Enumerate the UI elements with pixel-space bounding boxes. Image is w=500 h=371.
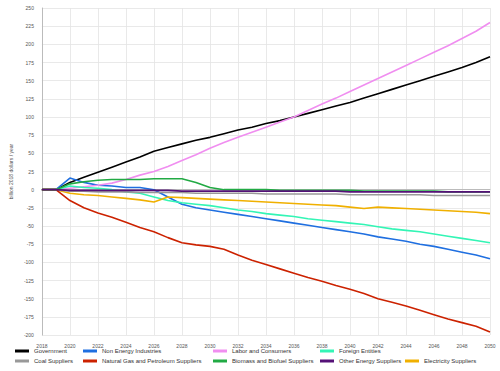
svg-text:-150: -150 [24,296,34,302]
svg-text:billion 2018 dollars / year: billion 2018 dollars / year [8,144,14,200]
svg-text:200: 200 [26,41,35,47]
svg-text:2040: 2040 [344,342,356,349]
svg-text:2030: 2030 [204,343,215,349]
svg-text:150: 150 [26,78,35,84]
svg-text:2044: 2044 [400,343,411,349]
svg-text:2038: 2038 [316,343,327,349]
svg-text:125: 125 [26,96,35,102]
svg-text:2032: 2032 [232,342,244,349]
svg-text:2018: 2018 [36,342,48,349]
svg-text:-200: -200 [24,332,34,338]
svg-text:2024: 2024 [120,342,132,349]
svg-text:-50: -50 [27,223,34,229]
svg-text:Labor and Consumers: Labor and Consumers [232,348,291,354]
svg-text:0: 0 [31,187,34,193]
svg-text:250: 250 [26,5,35,11]
svg-text:-75: -75 [27,241,34,247]
svg-text:-175: -175 [24,314,34,320]
svg-text:-25: -25 [27,205,34,211]
svg-text:Natural Gas and Petroleum Supp: Natural Gas and Petroleum Suppliers [102,358,201,364]
svg-text:2048: 2048 [456,343,467,349]
svg-text:Other Energy Suppliers: Other Energy Suppliers [339,358,401,364]
svg-text:Coal Suppliers: Coal Suppliers [34,358,73,364]
svg-text:25: 25 [28,169,34,175]
svg-text:100: 100 [26,114,35,120]
svg-text:-125: -125 [24,278,34,284]
svg-text:Foreign Entities: Foreign Entities [339,348,381,354]
svg-text:Electricity Suppliers: Electricity Suppliers [424,358,476,364]
svg-text:2020: 2020 [64,342,76,349]
svg-text:Biomass and Biofuel Suppliers: Biomass and Biofuel Suppliers [232,358,313,364]
svg-text:2036: 2036 [288,342,300,349]
svg-text:2042: 2042 [372,342,384,349]
svg-text:2050: 2050 [484,343,495,349]
svg-text:-100: -100 [24,259,34,265]
svg-text:50: 50 [28,150,34,156]
svg-text:2022: 2022 [92,342,104,349]
svg-text:2034: 2034 [260,342,272,349]
svg-text:75: 75 [28,132,34,138]
svg-text:2046: 2046 [428,343,439,349]
svg-text:Government: Government [34,348,67,354]
svg-text:175: 175 [26,60,35,66]
svg-text:2026: 2026 [148,342,160,349]
svg-text:225: 225 [26,23,35,29]
svg-text:Non Energy Industries: Non Energy Industries [102,348,161,354]
svg-text:2028: 2028 [176,343,187,349]
